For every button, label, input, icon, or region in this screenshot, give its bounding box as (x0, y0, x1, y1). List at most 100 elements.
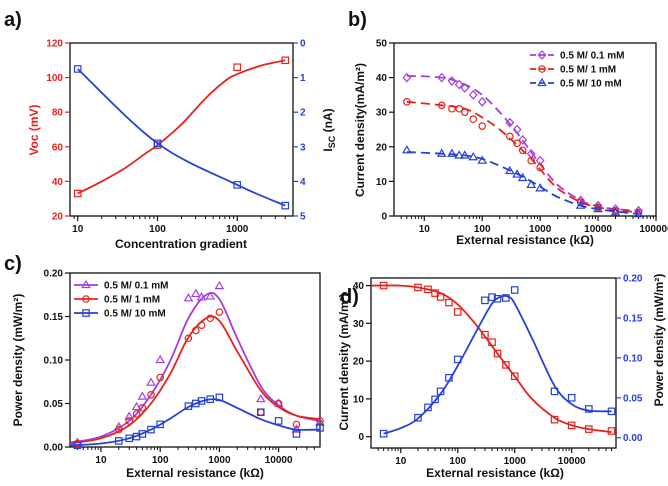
data-point (256, 408, 265, 417)
y-tick-label: 40 (353, 281, 365, 292)
y-tick-label: 0.20 (623, 274, 643, 285)
data-point (137, 391, 148, 400)
data-point (447, 148, 457, 157)
data-point (502, 361, 510, 369)
x-title-end: ) (260, 466, 264, 480)
panel-c-power-density-chart: c) 10 100 1000 10000 0.00 0.05 0.10 0.15 0.20 0.… (4, 253, 325, 480)
data-point (431, 395, 439, 404)
y-tick-label: 100 (46, 73, 63, 84)
fit-line (77, 68, 286, 207)
panel-c-marks (69, 280, 325, 450)
panel-d-x-axis-title: External resistance (kΩ) (426, 466, 564, 480)
data-point (190, 288, 201, 298)
data-point (550, 387, 559, 396)
data-point (274, 399, 283, 408)
data-point (505, 117, 515, 128)
data-point (402, 72, 412, 83)
data-point (518, 146, 527, 155)
data-point (459, 150, 470, 159)
data-point (125, 434, 134, 443)
data-point (436, 387, 445, 396)
x-tick-label: 100 (149, 224, 166, 235)
data-point (585, 405, 593, 413)
x-title-end: ) (590, 233, 594, 247)
data-point (138, 404, 147, 412)
legend-marker (81, 279, 91, 289)
data-point (316, 424, 324, 432)
y-tick-label: 120 (46, 39, 63, 50)
data-point (73, 65, 82, 73)
data-point (196, 292, 207, 301)
x-tick-label: 10000 (558, 456, 586, 467)
data-point (607, 427, 616, 435)
data-point (214, 280, 225, 290)
fit-line (69, 291, 321, 444)
data-point (197, 397, 206, 405)
fit-line (406, 151, 639, 215)
x-tick-label: 1000 (529, 224, 552, 235)
panel-d-plot-frame (370, 277, 617, 449)
data-point (379, 281, 388, 290)
y-tick-label: 0.20 (44, 269, 64, 280)
x-tick-label: 1000 (226, 224, 249, 235)
data-point (184, 402, 193, 410)
y-tick-label: 0.10 (44, 356, 64, 367)
data-point (517, 172, 528, 182)
data-point (585, 425, 593, 433)
panel-a-left-axis-title: Voc (mV) (27, 104, 41, 155)
x-tick-label: 10000 (265, 455, 293, 466)
panel-d-marks (370, 281, 616, 438)
data-point (379, 429, 388, 438)
panel-label-d: d) (340, 286, 359, 308)
data-point (448, 104, 456, 113)
data-point (481, 296, 489, 305)
data-point (274, 417, 283, 425)
y-tick-label: 5 (300, 212, 306, 223)
legend-label: 0.5 M/ 1 mM (104, 295, 160, 306)
data-point (550, 415, 559, 424)
data-point (510, 286, 519, 294)
data-point (156, 373, 164, 382)
legend-marker (537, 77, 547, 87)
data-point (493, 349, 502, 358)
data-point (477, 155, 488, 164)
panel-a-ticks: 10 100 1000 20 40 60 80 100 120 0 1 2 3 4 5 (46, 39, 306, 236)
panel-d-ticks: 10 100 1000 10000 0 10 20 30 40 0.00 0.05 0.10 0.15 0… (353, 274, 643, 468)
ohm-symbol: Ω (550, 466, 560, 480)
legend-label: 0.5 M/ 10 mM (560, 79, 622, 90)
panel-a-concentration-chart: a) 10 100 1000 20 40 60 80 100 120 0 1 2 3 4 5 Concent… (4, 9, 337, 251)
data-point (505, 165, 515, 175)
y-tick-label: 20 (353, 357, 365, 368)
panel-a-plot-frame (69, 42, 294, 217)
y-tick-label: 10 (376, 177, 388, 188)
data-point (445, 298, 453, 307)
panel-label-a: a) (4, 9, 22, 31)
y-tick-label: 1 (300, 73, 306, 84)
x-tick-label: 10 (95, 455, 107, 466)
ohm-symbol: Ω (580, 233, 590, 247)
y-tick-label: 20 (376, 142, 388, 153)
x-tick-label: 100 (152, 455, 169, 466)
data-point (469, 115, 478, 123)
panel-b-y-axis-title: Current density(mA/m²) (353, 63, 367, 197)
x-tick-label: 1000 (504, 456, 527, 467)
y-tick-label: 0.05 (623, 393, 643, 404)
panel-b-marks (402, 72, 644, 218)
data-point (502, 294, 510, 302)
panel-c-x-axis-title: External resistance (kΩ) (126, 466, 264, 480)
data-point (447, 76, 457, 86)
data-point (424, 403, 432, 412)
data-point (513, 139, 521, 148)
data-point (156, 420, 164, 429)
data-point (292, 420, 301, 429)
y-tick-label: 0.00 (623, 433, 643, 444)
data-point (192, 326, 200, 335)
fit-line (383, 294, 612, 435)
data-point (125, 417, 134, 425)
data-point (424, 285, 432, 294)
x-tick-label: 10 (72, 224, 84, 235)
data-point (593, 203, 603, 213)
data-point (576, 195, 586, 206)
x-tick-label: 1000 (208, 455, 231, 466)
